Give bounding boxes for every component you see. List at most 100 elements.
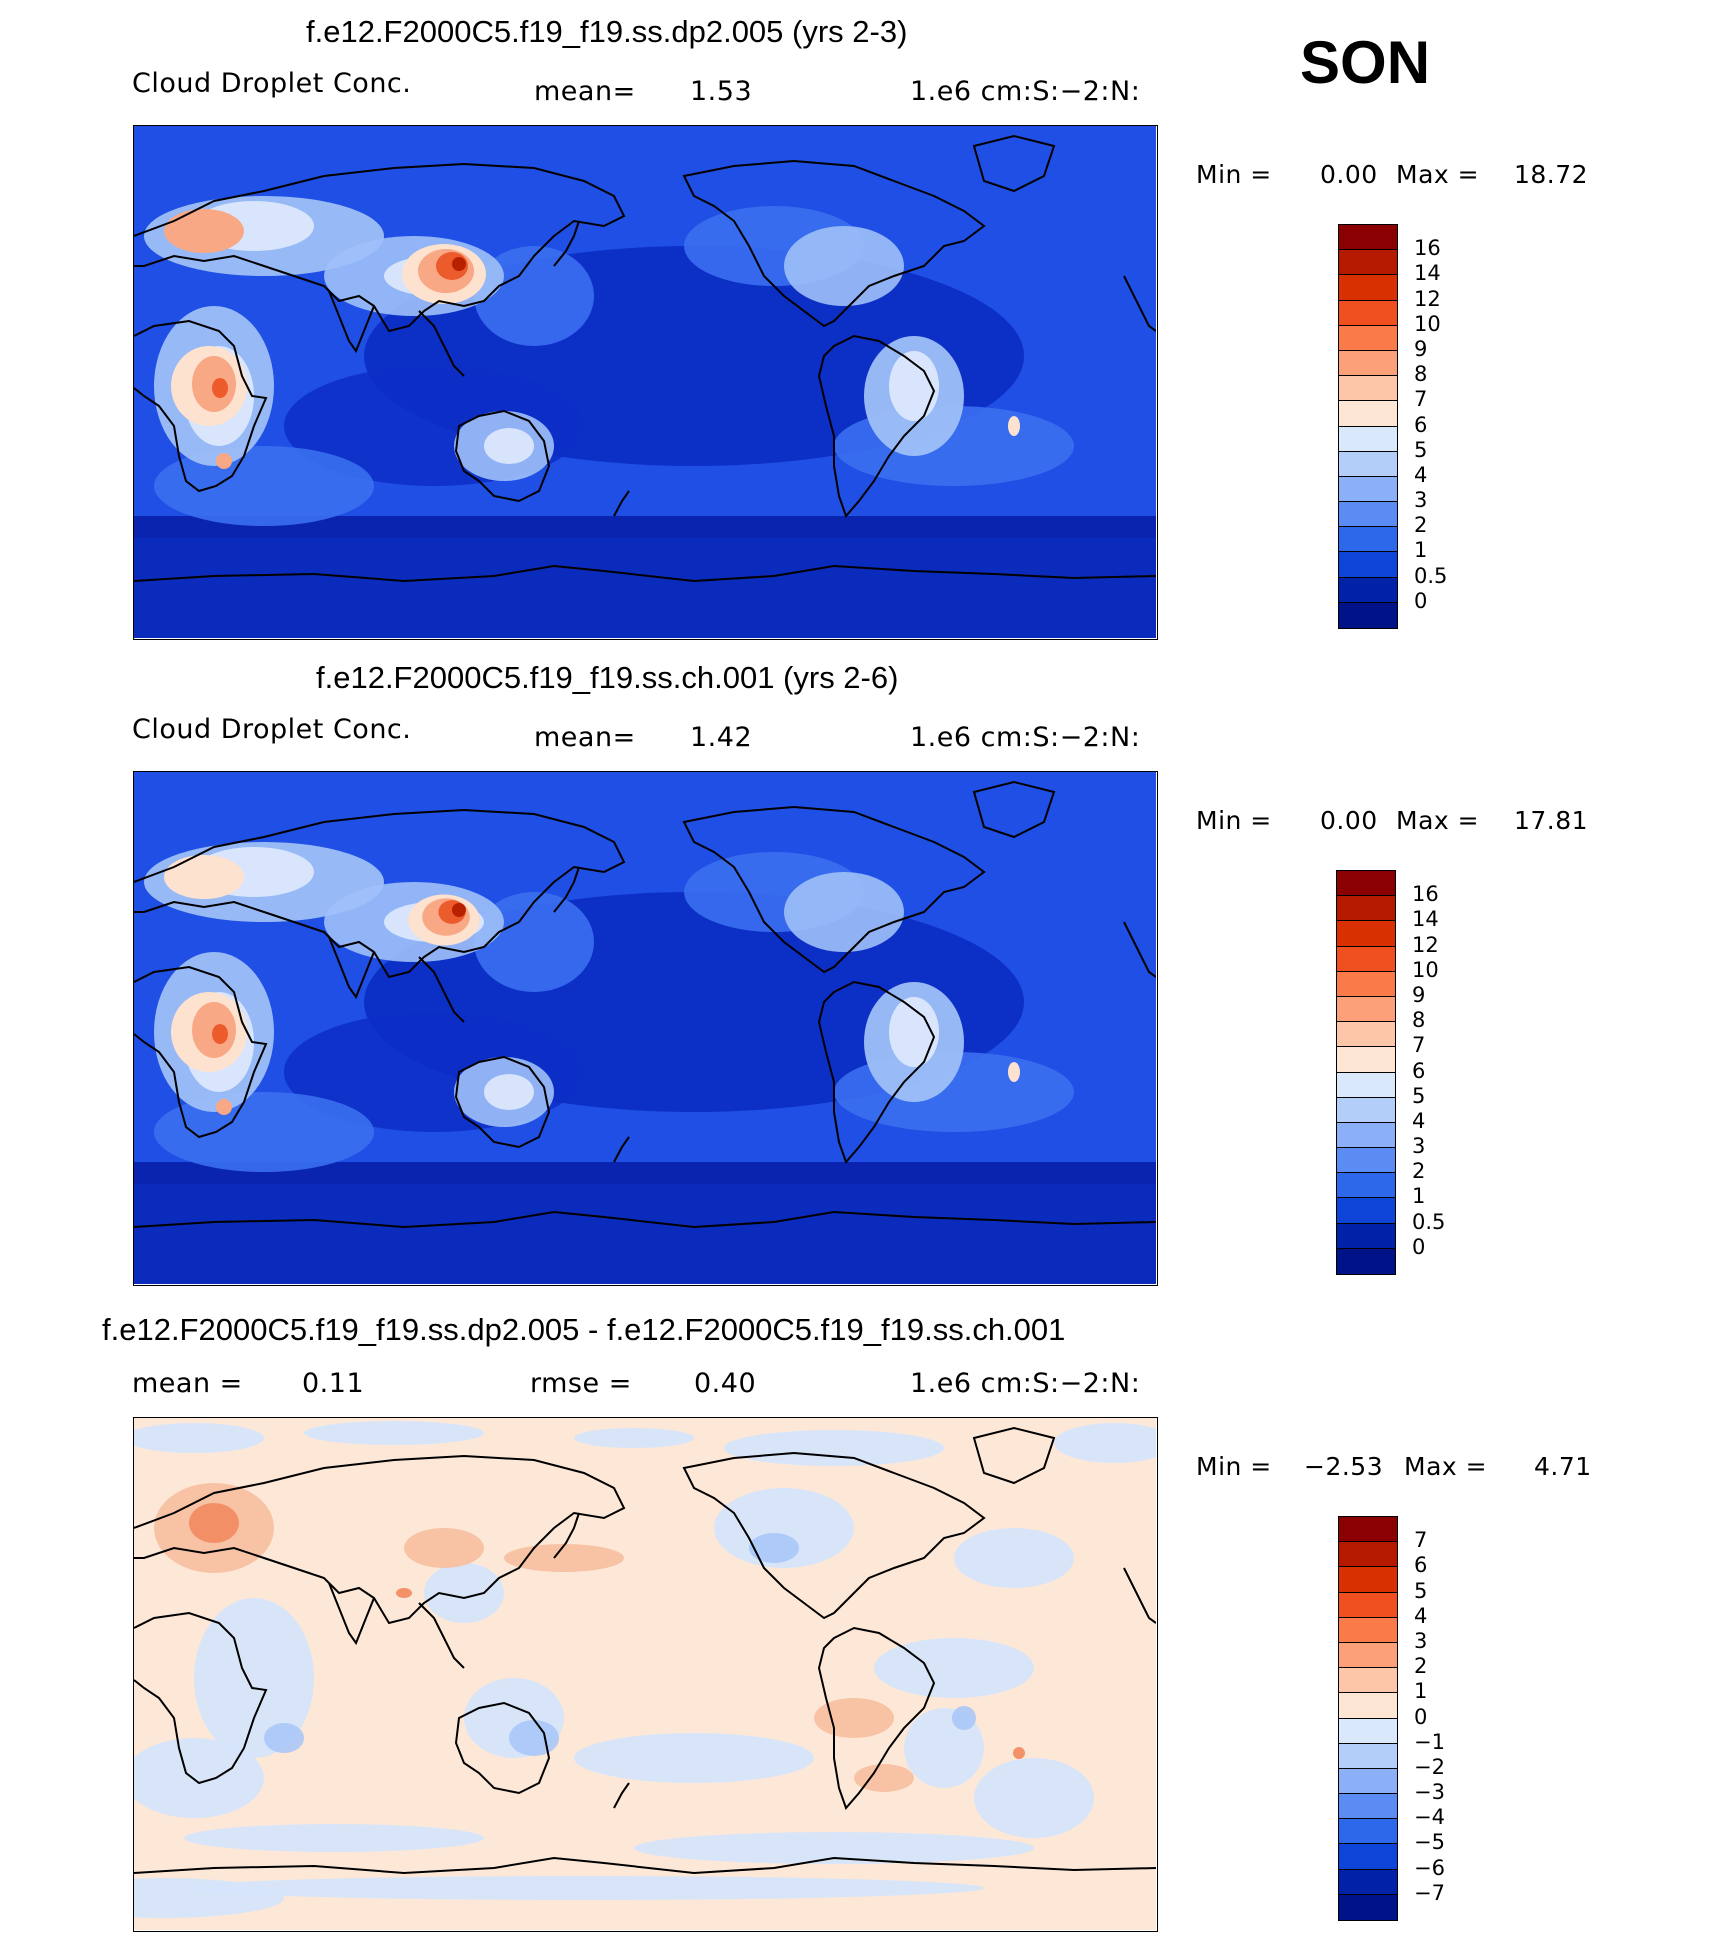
colorbar-tick-label: 4 [1414, 1603, 1428, 1628]
colorbar-swatch [1339, 476, 1397, 503]
panel-3-min-label: Min = [1196, 1452, 1272, 1481]
colorbar-tick-label: 2 [1412, 1159, 1426, 1184]
field-contour [509, 1720, 559, 1756]
field-contour [952, 1706, 976, 1730]
colorbar-tick-label: −7 [1414, 1880, 1445, 1905]
field-contour [954, 1528, 1074, 1588]
coastline [972, 780, 1056, 839]
field-contour [749, 1533, 799, 1563]
colorbar-swatch [1339, 376, 1397, 402]
coastline [553, 866, 580, 913]
colorbar-tick-label: 2 [1414, 1654, 1428, 1679]
colorbar-tick-label: 16 [1414, 236, 1441, 261]
field-contour [1008, 416, 1020, 436]
field-contour [889, 351, 939, 421]
coastline [1123, 275, 1156, 332]
field-contour [814, 1698, 894, 1738]
colorbar-swatch [1337, 1198, 1395, 1224]
field-contour [164, 855, 244, 899]
colorbar-swatch [1339, 1768, 1397, 1795]
colorbar-tick-label: 14 [1414, 261, 1441, 286]
field-contour [889, 997, 939, 1067]
colorbar-swatch [1339, 1617, 1397, 1643]
colorbar-swatch [1339, 1567, 1397, 1593]
panel-2-max-value: 17.81 [1514, 806, 1589, 835]
panel-3-map-canvas [134, 1418, 1156, 1930]
colorbar-tick-label: −3 [1414, 1780, 1445, 1805]
colorbar-tick-label: −4 [1414, 1805, 1445, 1830]
panel-3-map [133, 1417, 1158, 1932]
coastline [418, 1602, 465, 1669]
panel-3-max-value: 4.71 [1534, 1452, 1592, 1481]
field-contour [134, 1182, 1156, 1284]
field-contour [874, 1638, 1034, 1698]
colorbar-swatch [1337, 1047, 1395, 1073]
panel-3-min-value: −2.53 [1304, 1452, 1384, 1481]
colorbar-tick-label: 8 [1412, 1008, 1426, 1033]
panel-3-max-label: Max = [1404, 1452, 1488, 1481]
field-contour [484, 428, 534, 464]
field-contour [784, 226, 904, 306]
coastline [613, 1782, 630, 1809]
panel-1-mean-label: mean= [534, 76, 636, 107]
colorbar-swatch [1339, 577, 1397, 603]
colorbar-tick-label: 12 [1412, 932, 1439, 957]
panel-1-min-value: 0.00 [1320, 160, 1378, 189]
colorbar-swatch [1339, 1819, 1397, 1845]
panel-2-min-label: Min = [1196, 806, 1272, 835]
panel-3-title: f.e12.F2000C5.f19_f19.ss.dp2.005 - f.e12… [102, 1312, 1066, 1347]
colorbar-tick-label: 5 [1414, 1578, 1428, 1603]
panel-3-rmse-value: 0.40 [694, 1368, 757, 1399]
colorbar-swatch [1339, 1718, 1397, 1744]
colorbar-tick-label: 10 [1414, 311, 1441, 336]
colorbar-tick-label: 1 [1414, 538, 1428, 563]
colorbar-tick-label: 8 [1414, 362, 1428, 387]
coastline [454, 1055, 551, 1149]
field-contour [154, 446, 374, 526]
field-contour [974, 1758, 1094, 1838]
coastline [454, 409, 551, 503]
coastline [134, 162, 626, 333]
field-contour [212, 378, 228, 398]
colorbar-tick-label: 1 [1414, 1679, 1428, 1704]
panel-1-title: f.e12.F2000C5.f19_f19.ss.dp2.005 (yrs 2-… [306, 14, 908, 49]
field-contour [474, 246, 594, 346]
coastline [1123, 1567, 1156, 1624]
colorbar-tick-label: 3 [1414, 488, 1428, 513]
colorbar-tick-label: 1 [1412, 1184, 1426, 1209]
colorbar-swatch [1339, 1869, 1397, 1895]
colorbar-swatch [1337, 921, 1395, 947]
coastline [134, 564, 1156, 583]
coastline [134, 965, 268, 1139]
field-contour [574, 1733, 814, 1783]
colorbar-swatch [1337, 871, 1395, 897]
colorbar-swatch [1339, 552, 1397, 578]
colorbar-swatch [1337, 1248, 1395, 1274]
field-contour [189, 1503, 239, 1543]
colorbar-tick-label: 10 [1412, 957, 1439, 982]
colorbar-swatch [1339, 325, 1397, 351]
colorbar-tick-label: 12 [1414, 286, 1441, 311]
colorbar-swatch [1339, 1542, 1397, 1568]
colorbar-tick-label: 9 [1414, 336, 1428, 361]
colorbar-swatch [1339, 1517, 1397, 1543]
panel-3-units: 1.e6 cm:S:−2:N: [910, 1368, 1141, 1399]
colorbar-swatch [1337, 946, 1395, 972]
field-contour [504, 1544, 624, 1572]
colorbar-tick-label: 3 [1414, 1628, 1428, 1653]
colorbar-swatch [1339, 1693, 1397, 1719]
panel-2-mean-value: 1.42 [690, 722, 753, 753]
colorbar-tick-label: 5 [1414, 437, 1428, 462]
field-contour [134, 1738, 264, 1818]
panel-1-units: 1.e6 cm:S:−2:N: [910, 76, 1141, 107]
field-contour [216, 1099, 232, 1115]
field-contour [184, 1876, 984, 1900]
colorbar-tick-label: 0.5 [1414, 563, 1448, 588]
field-contour [134, 1162, 1156, 1184]
field-contour [396, 1588, 412, 1598]
colorbar-tick-label: 16 [1412, 882, 1439, 907]
panel-3-colorbar [1338, 1516, 1398, 1921]
colorbar-tick-label: 9 [1412, 982, 1426, 1007]
colorbar-swatch [1339, 602, 1397, 628]
colorbar-swatch [1339, 401, 1397, 427]
